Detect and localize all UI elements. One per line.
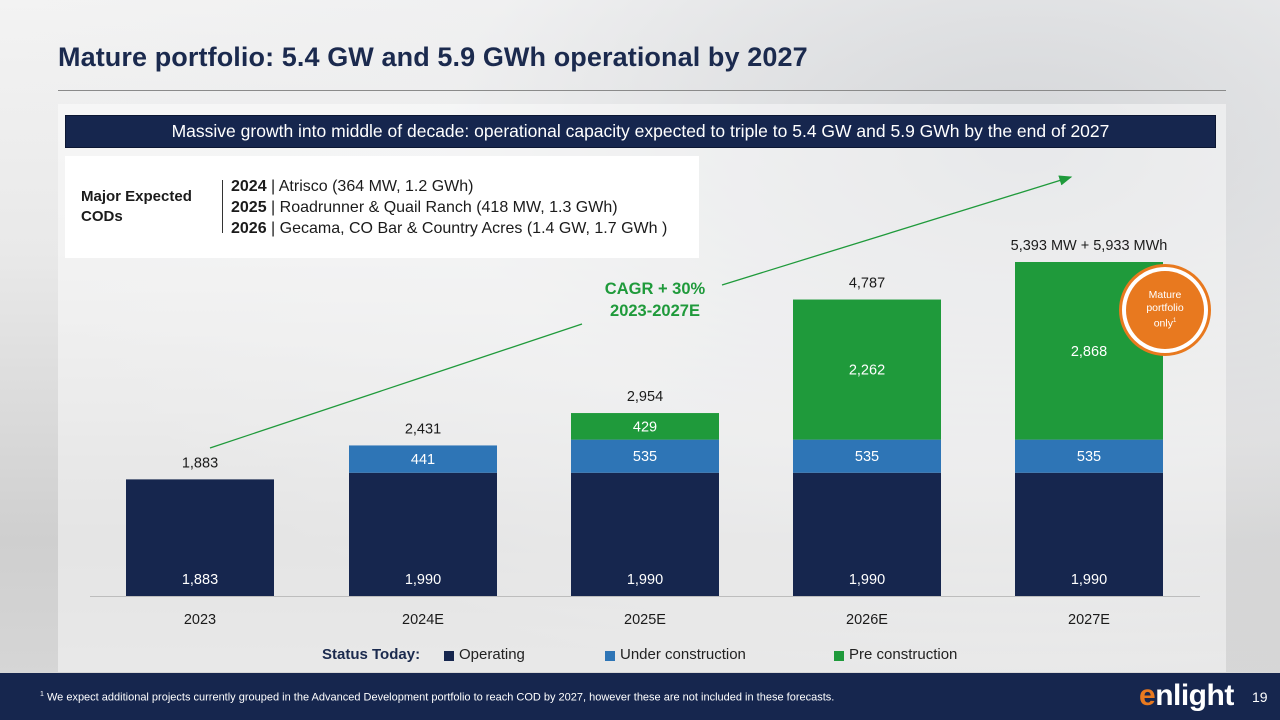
- segment-label: 2,868: [1071, 344, 1107, 360]
- headline-banner: Massive growth into middle of decade: op…: [65, 115, 1216, 148]
- logo-rest: nlight: [1155, 679, 1234, 712]
- badge-text: Mature portfolio only1: [1126, 271, 1204, 349]
- bars-group: [126, 262, 1163, 596]
- bar-segment-operating: [1015, 472, 1163, 596]
- bar-segment-pre-construction: [793, 299, 941, 440]
- segment-label: 429: [633, 419, 657, 435]
- cod-text: | Gecama, CO Bar & Country Acres (1.4 GW…: [266, 220, 668, 237]
- footnote-marker: 1: [40, 691, 44, 698]
- cagr-arrow-line: [721, 175, 1073, 286]
- segment-label: 535: [855, 449, 879, 465]
- badge-line1: Mature: [1148, 289, 1182, 302]
- badge-line3-wrap: only1: [1154, 315, 1177, 331]
- segment-label: 441: [411, 452, 435, 468]
- x-axis-line: [90, 596, 1200, 597]
- labels-group: 1,883 1,883 2023 1,990 441 2,431 2024E 1,990 535…: [182, 238, 1168, 628]
- legend-label-under-construction: Under construction: [620, 646, 746, 663]
- cod-text: | Atrisco (364 MW, 1.2 GWh): [266, 178, 474, 195]
- total-label: 2,954: [627, 389, 663, 405]
- cagr-arrow-line: [209, 323, 583, 449]
- badge-sup: 1: [1172, 318, 1177, 325]
- bar-segment-under-construction: [571, 439, 719, 473]
- segment-label: 535: [633, 449, 657, 465]
- bar-segment-operating: [349, 472, 497, 596]
- badge-line2: portfolio: [1146, 302, 1184, 315]
- cod-item: 2026 | Gecama, CO Bar & Country Acres (1…: [231, 218, 667, 239]
- x-tick-label: 2025E: [624, 612, 666, 628]
- bar-segment-operating: [793, 472, 941, 596]
- x-tick-label: 2026E: [846, 612, 888, 628]
- bar-segment-operating: [126, 479, 274, 596]
- segment-label: 2,262: [849, 363, 885, 379]
- legend-label-pre-construction: Pre construction: [849, 646, 958, 663]
- logo-e: e: [1139, 679, 1156, 712]
- total-label: 1,883: [182, 455, 218, 471]
- footnote-text: We expect additional projects currently …: [43, 691, 835, 704]
- legend-title: Status Today:: [322, 646, 421, 663]
- total-label: 4,787: [849, 276, 885, 292]
- total-label: 5,393 MW + 5,933 MWh: [1011, 238, 1168, 254]
- cods-list: 2024 | Atrisco (364 MW, 1.2 GWh) 2025 | …: [231, 176, 667, 239]
- cagr-annotation: CAGR + 30% 2023-2027E: [580, 278, 730, 322]
- major-cods-box: Major Expected CODs 2024 | Atrisco (364 …: [65, 156, 699, 258]
- total-label: 2,431: [405, 421, 441, 437]
- bar-segment-pre-construction: [571, 413, 719, 440]
- badge-line3: only: [1153, 317, 1173, 330]
- enlight-logo: enlight: [1139, 679, 1234, 713]
- legend-swatch-pre-construction: [834, 651, 844, 661]
- bar-segment-operating: [571, 472, 719, 596]
- cagr-line2: 2023-2027E: [610, 302, 700, 320]
- x-tick-label: 2027E: [1068, 612, 1110, 628]
- title-divider: [58, 90, 1226, 91]
- cod-item: 2025 | Roadrunner & Quail Ranch (418 MW,…: [231, 197, 667, 218]
- bar-segment-under-construction: [349, 445, 497, 473]
- cod-year: 2024: [231, 178, 267, 195]
- page-number: 19: [1252, 689, 1268, 705]
- segment-label: 1,990: [405, 572, 441, 588]
- cagr-line1: CAGR + 30%: [604, 280, 706, 298]
- legend-label-operating: Operating: [459, 646, 525, 663]
- segment-label: 1,990: [849, 572, 885, 588]
- cods-label: Major Expected CODs: [81, 188, 192, 225]
- mature-portfolio-badge: Mature portfolio only1: [1119, 264, 1211, 356]
- segment-label: 1,990: [627, 572, 663, 588]
- footnote: 1 We expect additional projects currentl…: [40, 691, 834, 704]
- legend-swatch-under-construction: [605, 651, 615, 661]
- cod-year: 2026: [231, 220, 267, 237]
- bar-segment-under-construction: [1015, 439, 1163, 473]
- cods-divider: [222, 180, 223, 233]
- page-title: Mature portfolio: 5.4 GW and 5.9 GWh ope…: [58, 42, 808, 72]
- segment-label: 1,990: [1071, 572, 1107, 588]
- footer-bar: 1 We expect additional projects currentl…: [0, 673, 1280, 720]
- chart-legend: Status Today: Operating Under constructi…: [0, 645, 1280, 667]
- x-tick-label: 2023: [184, 612, 216, 628]
- cod-year: 2025: [231, 199, 267, 216]
- x-tick-label: 2024E: [402, 612, 444, 628]
- cod-item: 2024 | Atrisco (364 MW, 1.2 GWh): [231, 176, 667, 197]
- legend-swatch-operating: [444, 651, 454, 661]
- segment-label: 535: [1077, 449, 1101, 465]
- bar-segment-under-construction: [793, 439, 941, 473]
- cod-text: | Roadrunner & Quail Ranch (418 MW, 1.3 …: [266, 199, 618, 216]
- segment-label: 1,883: [182, 572, 218, 588]
